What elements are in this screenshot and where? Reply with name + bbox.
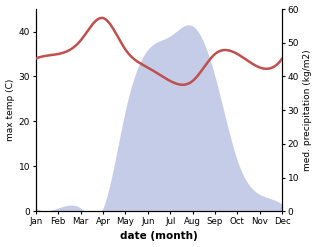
Y-axis label: med. precipitation (kg/m2): med. precipitation (kg/m2) bbox=[303, 49, 313, 171]
X-axis label: date (month): date (month) bbox=[120, 231, 198, 242]
Y-axis label: max temp (C): max temp (C) bbox=[5, 79, 15, 141]
